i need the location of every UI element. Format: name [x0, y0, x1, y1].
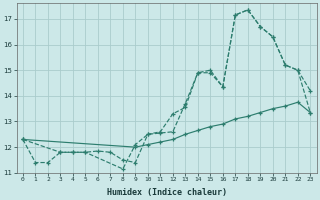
X-axis label: Humidex (Indice chaleur): Humidex (Indice chaleur) — [107, 188, 227, 197]
